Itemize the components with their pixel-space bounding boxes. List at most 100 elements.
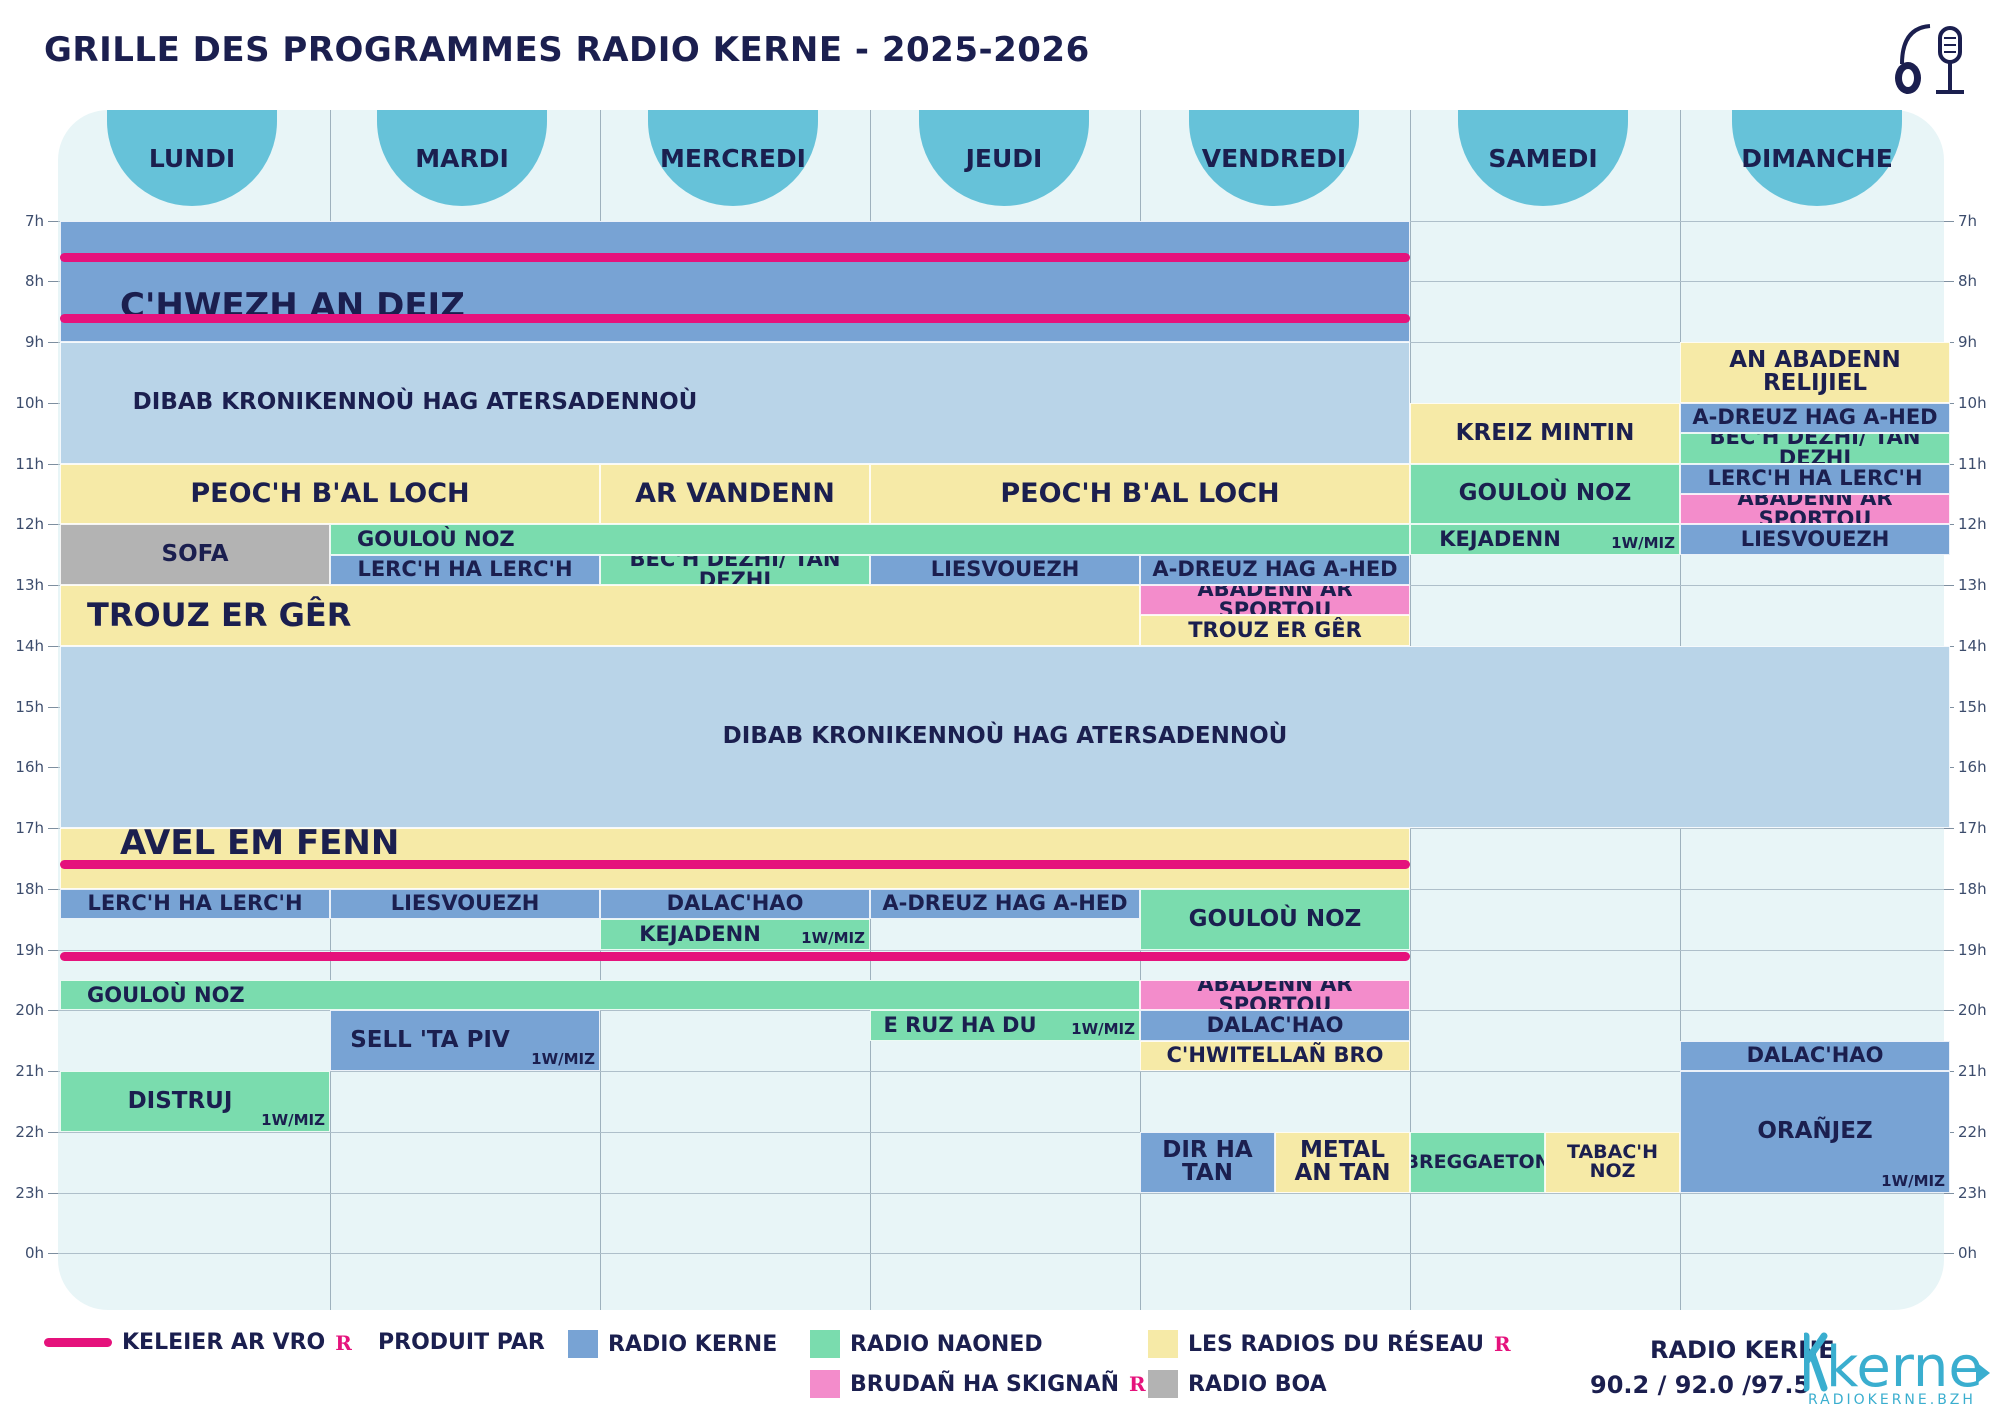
program-name: A-DREUZ HAG A-HED	[882, 891, 1128, 916]
program-name: GOULOÙ NOZ	[87, 982, 245, 1007]
program-name: BREGGAETON	[1410, 1150, 1545, 1173]
program-block: AN ABADENN RELIJIEL	[1680, 342, 1950, 403]
program-block: KREIZ MINTIN	[1410, 402, 1680, 464]
program-name: BEC'H DEZHI/ TAN DEZHI	[629, 554, 841, 585]
hour-label: 9h	[24, 333, 44, 351]
legend-radio-kerne-label: RADIO KERNE	[608, 1331, 778, 1357]
hour-label: 14h	[1958, 637, 1987, 655]
program-name: KEJADENN	[1439, 526, 1561, 551]
program-frequency-note: 1W/MIZ	[801, 928, 865, 947]
hour-label: 13h	[15, 576, 44, 594]
hour-label: 7h	[1958, 212, 1978, 230]
legend-radio-boa: RADIO BOA	[1148, 1370, 1327, 1398]
hour-label: 12h	[1958, 515, 1987, 533]
program-block: A-DREUZ HAG A-HED	[870, 888, 1140, 920]
program-name: DALAC'HAO	[1746, 1043, 1884, 1068]
news-line	[60, 860, 1410, 870]
hour-label: 21h	[15, 1062, 44, 1080]
program-name: GOULOÙ NOZ	[357, 526, 515, 551]
program-block: DIR HA TAN	[1140, 1131, 1275, 1193]
hour-tick	[1944, 281, 1954, 282]
program-block: TROUZ ER GÊR	[60, 585, 1140, 646]
program-name: ABADENN AR SPORTOU	[1197, 979, 1353, 1011]
legend-reseau: LES RADIOS DU RÉSEAU R	[1148, 1330, 1511, 1358]
hour-tick	[1944, 889, 1954, 890]
program-block: ABADENN AR SPORTOU	[1140, 979, 1410, 1011]
program-name: METAL AN TAN	[1294, 1137, 1391, 1187]
hour-label: 8h	[24, 272, 44, 290]
program-name: GOULOÙ NOZ	[1458, 480, 1632, 507]
program-name: ABADENN AR SPORTOU	[1197, 585, 1353, 616]
program-name: DALAC'HAO	[666, 891, 804, 916]
program-block: DALAC'HAO	[600, 888, 870, 920]
program-block	[60, 828, 1410, 889]
legend-radio-kerne: RADIO KERNE	[568, 1330, 777, 1358]
hour-line	[58, 1253, 1944, 1254]
program-block: ABADENN AR SPORTOU	[1140, 585, 1410, 616]
program-name: KREIZ MINTIN	[1455, 419, 1635, 446]
hour-tick	[1944, 1010, 1954, 1011]
program-name: DALAC'HAO	[1206, 1012, 1344, 1037]
program-block: KEJADENN 1W/MIZ	[600, 919, 870, 950]
program-block: BREGGAETON	[1410, 1131, 1545, 1193]
program-block: GOULOÙ NOZ	[1410, 463, 1680, 525]
legend-produit-par: PRODUIT PAR	[378, 1330, 545, 1355]
hour-label: 16h	[15, 758, 44, 776]
hour-label: 0h	[24, 1244, 44, 1262]
legend-swatch-radio-naoned	[810, 1330, 840, 1358]
program-block: BEC'H DEZHI/ TAN DEZHI	[1680, 433, 1950, 464]
legend-reseau-label: LES RADIOS DU RÉSEAU	[1188, 1331, 1485, 1357]
program-name: ABADENN AR SPORTOU	[1737, 493, 1893, 525]
hour-label: 20h	[15, 1001, 44, 1019]
program-block: C'HWITELLAÑ BRO	[1140, 1040, 1410, 1071]
station-frequencies: 90.2 / 92.0 /97.5	[1590, 1371, 1811, 1399]
legend-brudan: BRUDAÑ HA SKIGNAÑ R	[810, 1370, 1146, 1398]
program-name: LERC'H HA LERC'H	[1707, 466, 1923, 491]
hour-label: 12h	[15, 515, 44, 533]
hour-label: 15h	[1958, 698, 1987, 716]
program-name: KEJADENN	[639, 921, 761, 946]
program-name: PEOC'H B'AL LOCH	[190, 478, 470, 510]
legend-news-line	[44, 1338, 112, 1347]
legend-swatch-reseau	[1148, 1330, 1178, 1358]
r-badge-icon: R	[1494, 1332, 1511, 1356]
legend-brudan-label: BRUDAÑ HA SKIGNAÑ	[850, 1371, 1120, 1397]
legend-swatch-radio-boa	[1148, 1370, 1178, 1398]
program-name: LIESVOUEZH	[1740, 526, 1890, 551]
program-block: TROUZ ER GÊR	[1140, 615, 1410, 646]
program-block: DALAC'HAO	[1140, 1010, 1410, 1041]
logo-word: kerne	[1826, 1335, 1983, 1400]
program-name: LERC'H HA LERC'H	[87, 891, 303, 916]
hour-label: 22h	[1958, 1123, 1987, 1141]
news-line	[60, 313, 1410, 323]
program-block: GOULOÙ NOZ	[330, 524, 1410, 555]
program-name: A-DREUZ HAG A-HED	[1152, 557, 1398, 582]
program-block: TABAC'H NOZ	[1545, 1131, 1680, 1193]
hour-label: 10h	[15, 394, 44, 412]
program-block: SELL 'TA PIV 1W/MIZ	[330, 1010, 600, 1071]
legend-produit-par-label: PRODUIT PAR	[378, 1330, 545, 1355]
hour-label: 17h	[1958, 819, 1987, 837]
program-name: SOFA	[161, 541, 229, 568]
program-name: LIESVOUEZH	[930, 557, 1080, 582]
hour-label: 9h	[1958, 333, 1978, 351]
radio-kerne-logo: kerne RADIOKERNE.BZH	[1804, 1332, 1990, 1408]
hour-label: 17h	[15, 819, 44, 837]
program-block: ABADENN AR SPORTOU	[1680, 493, 1950, 525]
hour-tick	[48, 281, 58, 282]
hour-label: 23h	[15, 1184, 44, 1202]
hour-label: 13h	[1958, 576, 1987, 594]
program-name: ORAÑJEZ	[1757, 1118, 1873, 1145]
program-name: A-DREUZ HAG A-HED	[1692, 405, 1938, 430]
program-name: C'HWITELLAÑ BRO	[1166, 1043, 1384, 1068]
hour-tick	[48, 767, 58, 768]
hour-label: 19h	[1958, 941, 1987, 959]
program-block: DALAC'HAO	[1680, 1040, 1950, 1071]
hour-line	[58, 1132, 1944, 1133]
hour-tick	[1944, 1253, 1954, 1254]
hour-label: 8h	[1958, 272, 1978, 290]
legend-keleier-label: KELEIER AR VRO	[122, 1330, 326, 1355]
hour-label: 20h	[1958, 1001, 1987, 1019]
r-badge-icon: R	[335, 1330, 352, 1355]
program-block: PEOC'H B'AL LOCH	[60, 463, 600, 525]
